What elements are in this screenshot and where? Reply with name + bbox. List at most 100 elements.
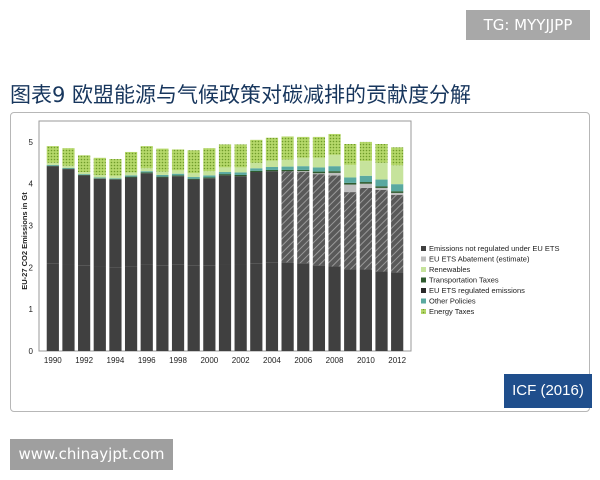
bar-segment-not_regulated xyxy=(281,262,294,351)
bar-segment-energy xyxy=(93,157,106,175)
bar-segment-other xyxy=(391,184,404,192)
bar-segment-transport xyxy=(375,186,388,188)
bar-segment-energy xyxy=(328,133,341,155)
legend-swatch-renewables xyxy=(421,267,426,272)
bar-segment-renewables xyxy=(281,159,294,167)
bar-segment-energy xyxy=(391,147,404,166)
x-tick-label: 2006 xyxy=(294,356,312,365)
bar-segment-transport xyxy=(171,175,185,177)
bar-segment-regulated xyxy=(109,179,122,268)
bar-segment-not_regulated xyxy=(187,265,200,351)
y-tick-label: 3 xyxy=(29,222,34,231)
bar-segment-renewables xyxy=(312,157,326,168)
bar-segment-renewables xyxy=(234,167,247,173)
bar-segment-energy xyxy=(250,139,263,163)
bar-segment-not_regulated xyxy=(344,269,357,351)
bar-segment-other xyxy=(328,166,341,172)
bar-segment-other xyxy=(281,166,294,170)
bar-segment-other xyxy=(109,178,122,180)
bar-segment-not_regulated xyxy=(328,266,341,351)
bar-segment-regulated xyxy=(250,172,263,264)
bar-segment-energy xyxy=(281,136,294,160)
bar-segment-regulated xyxy=(62,169,75,265)
x-tick-label: 2004 xyxy=(263,356,281,365)
bar-segment-regulated xyxy=(187,179,200,266)
bar-segment-not_regulated xyxy=(234,264,247,351)
bar-segment-renewables xyxy=(93,174,106,178)
bar-segment-renewables xyxy=(46,162,59,165)
bar-segment-energy xyxy=(62,148,75,166)
chart-heading: 图表9 欧盟能源与气候政策对碳减排的贡献度分解 xyxy=(10,83,472,107)
bar-segment-transport xyxy=(187,178,200,180)
legend-label-energy: Energy Taxes xyxy=(429,307,475,316)
bar-segment-energy xyxy=(171,149,185,171)
bar-segment-energy xyxy=(265,137,279,161)
bar-segment-renewables xyxy=(359,161,372,176)
bar-segment-transport xyxy=(250,170,263,173)
y-axis-label: EU-27 CO2 Emissions in Gt xyxy=(20,192,29,290)
bar-segment-not_regulated xyxy=(250,263,263,351)
bar-segment-renewables xyxy=(78,172,91,175)
bar-segment-regulated xyxy=(328,175,341,267)
bar-segment-transport xyxy=(203,177,216,179)
bar-segment-regulated xyxy=(312,174,326,266)
bar-segment-regulated xyxy=(124,177,138,267)
bar-segment-energy xyxy=(297,136,310,158)
bar-segment-regulated xyxy=(46,166,59,264)
bar-segment-transport xyxy=(359,182,372,184)
legend-label-regulated: EU ETS regulated emissions xyxy=(429,286,525,295)
bar-segment-other xyxy=(62,167,75,169)
bar-segment-regulated xyxy=(391,195,404,273)
bar-segment-not_regulated xyxy=(140,264,153,351)
x-tick-label: 2000 xyxy=(200,356,218,365)
bar-segment-not_regulated xyxy=(297,263,310,351)
bar-segment-not_regulated xyxy=(93,266,106,351)
bar-segment-renewables xyxy=(218,167,232,173)
bar-segment-regulated xyxy=(203,178,216,266)
bar-segment-energy xyxy=(375,144,388,163)
bar-segment-other xyxy=(203,175,216,178)
bar-segment-not_regulated xyxy=(109,267,122,351)
bars xyxy=(46,133,404,351)
bar-segment-renewables xyxy=(391,165,404,185)
bar-segment-renewables xyxy=(156,171,169,175)
watermark-top: TG: MYYJJPP xyxy=(466,10,590,40)
x-axis: 1990 1992 1994 1996 1998 2000 2002 2004 2006 2008… xyxy=(44,356,407,365)
bar-segment-other xyxy=(46,164,59,166)
bar-segment-renewables xyxy=(109,175,122,179)
bar-segment-not_regulated xyxy=(203,265,216,351)
bar-segment-not_regulated xyxy=(124,266,138,351)
bar-segment-regulated xyxy=(281,171,294,263)
bar-segment-regulated xyxy=(375,190,388,272)
bar-segment-regulated xyxy=(359,187,372,270)
source-label: ICF (2016) xyxy=(504,374,592,408)
bar-segment-abatement xyxy=(375,187,388,190)
bar-segment-renewables xyxy=(250,162,263,169)
bar-segment-not_regulated xyxy=(375,271,388,351)
bar-segment-renewables xyxy=(375,162,388,180)
bar-segment-regulated xyxy=(265,171,279,263)
bar-segment-other xyxy=(78,174,91,175)
legend-swatch-abatement xyxy=(421,256,426,262)
bar-segment-transport xyxy=(234,174,247,177)
legend-label-renewables: Renewables xyxy=(429,265,471,274)
legend-swatch-other xyxy=(421,298,426,304)
bar-segment-other xyxy=(375,179,388,187)
bar-segment-energy xyxy=(140,146,153,169)
x-tick-label: 2012 xyxy=(388,356,406,365)
bar-segment-not_regulated xyxy=(312,265,326,351)
legend-swatch-regulated xyxy=(421,288,426,293)
x-tick-label: 1994 xyxy=(107,356,125,365)
bar-segment-other xyxy=(156,174,169,177)
bar-segment-not_regulated xyxy=(46,263,59,351)
bar-segment-renewables xyxy=(328,154,341,167)
bar-segment-energy xyxy=(78,155,91,173)
bar-segment-regulated xyxy=(140,173,153,265)
y-tick-label: 4 xyxy=(29,180,34,189)
bar-segment-energy xyxy=(109,159,122,176)
x-tick-label: 2008 xyxy=(326,356,344,365)
bar-segment-energy xyxy=(234,144,247,168)
bar-segment-renewables xyxy=(203,171,216,176)
